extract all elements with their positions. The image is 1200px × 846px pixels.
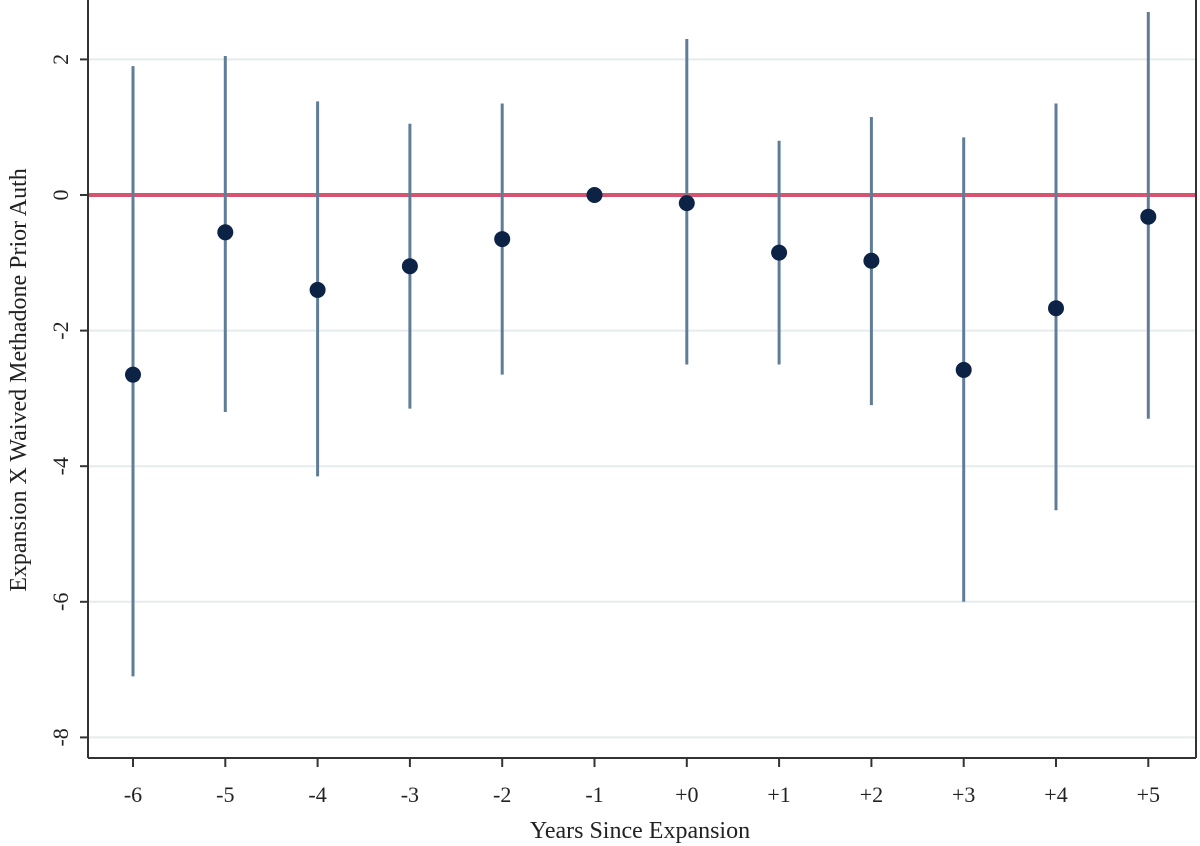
point-estimate [1048,300,1064,317]
point-estimate [1140,208,1157,225]
x-tick-label: -2 [493,782,511,807]
y-axis-title: Expansion X Waived Methadone Prior Auth [6,168,32,592]
point-estimate [771,244,788,261]
point-estimate [401,258,418,275]
gridlines [88,58,1196,739]
y-tick-label: 2 [48,54,73,65]
x-tick-label: +4 [1044,782,1067,807]
y-tick-label: -2 [48,321,73,339]
point-estimate [678,195,695,212]
x-tick-label: -1 [585,782,603,807]
point-estimate [309,281,326,298]
y-tick-label: -4 [48,457,73,475]
point-estimate [586,187,603,203]
x-tick-label: -4 [308,782,326,807]
point-estimate [217,224,234,241]
y-tick-label: -8 [48,728,73,746]
x-tick-label: +0 [675,782,698,807]
y-tick-label: -6 [48,593,73,611]
axes [80,0,1197,767]
point-estimate [125,366,141,383]
y-tick-label: 0 [48,190,73,201]
point-estimate [955,361,972,378]
x-tick-label: +2 [860,782,883,807]
x-tick-label: -3 [401,782,419,807]
x-axis-title: Years Since Expansion [530,818,750,844]
x-tick-label: -5 [216,782,234,807]
x-tick-label: +5 [1137,782,1160,807]
x-tick-labels: -6 -5 -4 -3 -2 -1 +0 +1 +2 +3 +4 +5 [124,782,1160,807]
point-estimate [494,231,511,248]
y-tick-labels: -8 -6 -4 -2 0 2 [48,54,73,747]
x-tick-label: +3 [952,782,975,807]
point-estimates [125,187,1157,383]
confidence-intervals [131,11,1150,677]
x-tick-label: +1 [767,782,790,807]
x-tick-label: -6 [124,782,142,807]
point-estimate [863,252,880,269]
